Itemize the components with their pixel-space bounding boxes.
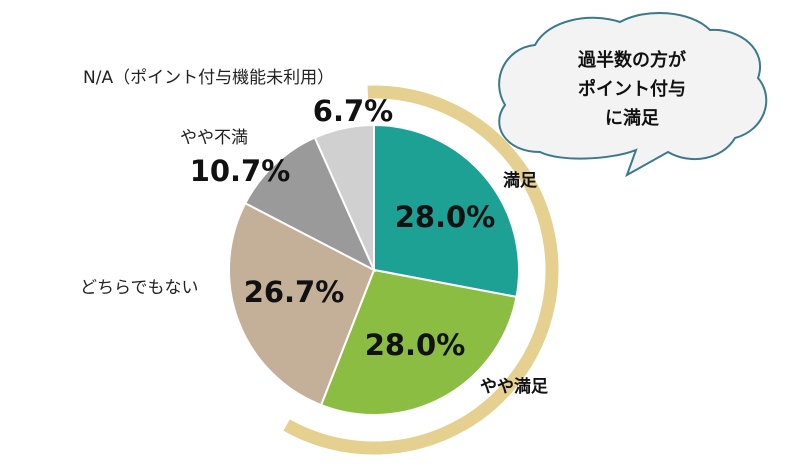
slice-neutral (228, 201, 376, 407)
highlight-arc (283, 85, 559, 455)
pct-label-neutral: 26.7% (244, 275, 345, 309)
pct-label-not-applicable: 6.7% (313, 94, 393, 128)
callout-line-3: に満足 (605, 107, 659, 129)
pct-label-satisfied: 28.0% (395, 200, 496, 234)
callout-shape (498, 12, 768, 178)
slice-somewhat-dissatisfied (243, 136, 377, 273)
pct-label-somewhat-satisfied: 28.0% (365, 328, 466, 362)
slice-somewhat-satisfied (319, 268, 518, 416)
callout-line-2: ポイント付与 (578, 78, 686, 100)
slice-not-applicable (313, 123, 375, 271)
pie-slices (228, 123, 520, 416)
callout-line-1: 過半数の方が (578, 49, 686, 71)
category-label-satisfied: 満足 (503, 170, 537, 191)
slice-satisfied (373, 123, 520, 299)
category-label-somewhat-dissatisfied: やや不満 (180, 128, 248, 148)
category-label-not-applicable: N/A（ポイント付与機能未利用） (83, 68, 334, 88)
category-label-somewhat-satisfied: やや満足 (480, 376, 548, 397)
category-label-neutral: どちらでもない (80, 278, 199, 298)
pct-label-somewhat-dissatisfied: 10.7% (190, 154, 291, 188)
callout-bubble: 過半数の方が ポイント付与 に満足 (498, 12, 768, 178)
